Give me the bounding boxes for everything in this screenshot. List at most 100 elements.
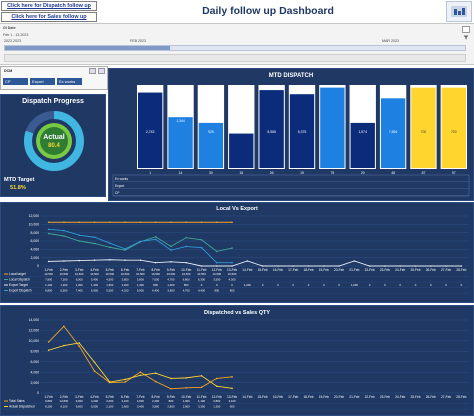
- series-point: [353, 260, 356, 262]
- x-tick-label: 21-Feb: [349, 395, 359, 399]
- timeline-label: Gl Date: [3, 26, 16, 30]
- series-point: [460, 265, 463, 267]
- series-point: [231, 376, 233, 378]
- series-point: [47, 228, 50, 231]
- series-point: [185, 377, 188, 379]
- x-tick-label: 16-Feb: [273, 268, 283, 272]
- page-title: Daily follow up Dashboard: [202, 5, 334, 17]
- filter-clear-icon[interactable]: [462, 26, 470, 40]
- timeline-filter[interactable]: Gl Date Feb 1 - 13 2023 2023 2023 FEB 20…: [0, 23, 474, 65]
- series-point: [200, 386, 203, 389]
- series-point: [124, 248, 126, 250]
- table-value: 0: [216, 283, 218, 287]
- x-tick-label: 22-Feb: [365, 268, 375, 272]
- slicer-clear-icon[interactable]: [98, 68, 105, 74]
- table-value: 0: [399, 283, 401, 287]
- x-tick-label: 2-Feb: [60, 395, 69, 399]
- x-tick-label: 21-Feb: [349, 268, 359, 272]
- table-value: 8,800: [45, 289, 52, 293]
- table-value: 800: [153, 283, 158, 287]
- series-point: [200, 246, 203, 249]
- x-tick-label: 5-Feb: [106, 268, 115, 272]
- mtd-bar: [289, 94, 315, 168]
- series-point: [246, 260, 249, 262]
- slicer-option-cp[interactable]: CP: [3, 78, 28, 85]
- x-tick-label: 10-Feb: [181, 395, 191, 399]
- series-point: [63, 221, 65, 224]
- mtd-title: MTD DISPATCH: [268, 73, 314, 79]
- series-point: [93, 361, 96, 364]
- series-point: [108, 258, 111, 261]
- series-point: [185, 386, 188, 389]
- table-value: 3,100: [229, 399, 236, 403]
- table-value: 4,700: [183, 289, 190, 293]
- table-value: 0: [201, 283, 203, 287]
- table-value: 0: [292, 283, 294, 287]
- timeline-scroll[interactable]: [4, 45, 466, 51]
- dispatch-follow-up-link[interactable]: Click here for Dispatch follow up: [1, 1, 97, 11]
- x-tick-label: 14-Feb: [242, 268, 252, 272]
- timeline-year-right: MAR 2023: [382, 39, 399, 43]
- table-value: 4,700: [167, 278, 174, 282]
- mtd-table-frame: [112, 174, 470, 197]
- y-tick-label: 12,000: [29, 214, 39, 218]
- table-value: 6,800: [183, 278, 190, 282]
- mtd-category-label: 97: [452, 171, 456, 175]
- mtd-bar: [259, 90, 284, 168]
- series-line: [48, 325, 233, 390]
- slicer-option-export[interactable]: Export: [30, 78, 55, 85]
- series-point: [139, 371, 142, 373]
- x-tick-label: 14-Feb: [242, 395, 252, 399]
- y-tick-label: 14,000: [29, 318, 39, 322]
- series-line: [48, 342, 233, 389]
- mtd-bar-value-label: 7,694: [389, 130, 398, 134]
- x-tick-label: 3-Feb: [75, 395, 84, 399]
- mtd-table-row-label: Export: [115, 184, 124, 188]
- table-value: 8,200: [45, 405, 52, 409]
- x-tick-label: 15-Feb: [258, 268, 268, 272]
- x-tick-label: 22-Feb: [365, 395, 375, 399]
- x-tick-label: 7-Feb: [136, 268, 145, 272]
- x-tick-label: 9-Feb: [167, 395, 176, 399]
- table-value: 3,400: [137, 405, 144, 409]
- series-point: [124, 259, 126, 261]
- series-point: [231, 221, 233, 224]
- sales-follow-up-link[interactable]: Click here for Sales follow up: [1, 12, 97, 22]
- multi-select-icon[interactable]: [89, 68, 96, 74]
- table-value: 1,000: [167, 283, 174, 287]
- table-value: 0: [445, 283, 447, 287]
- x-tick-label: 26-Feb: [426, 268, 436, 272]
- legend-label: Local Dispatch: [9, 278, 30, 282]
- y-tick-label: 6,000: [31, 239, 40, 243]
- dcm-slicer: DCM CP Export Ex works: [0, 66, 108, 90]
- timeline-scrollbar[interactable]: [4, 54, 466, 62]
- x-tick-label: 19-Feb: [319, 395, 329, 399]
- x-tick-label: 2-Feb: [60, 268, 69, 272]
- logo-icon: [446, 1, 472, 22]
- table-value: 3,800: [167, 289, 174, 293]
- series-point: [108, 221, 111, 224]
- series-point: [170, 377, 172, 380]
- series-point: [215, 261, 218, 264]
- slicer-option-ex-works[interactable]: Ex works: [57, 78, 82, 85]
- x-tick-label: 19-Feb: [319, 268, 329, 272]
- x-tick-label: 11-Feb: [197, 395, 207, 399]
- table-value: 1,100: [198, 399, 205, 403]
- table-value: 1,400: [91, 283, 98, 287]
- table-value: 4,300: [229, 278, 236, 282]
- y-tick-label: 8,000: [31, 349, 40, 353]
- series-point: [154, 261, 157, 264]
- series-point: [185, 236, 188, 239]
- table-value: 0: [323, 283, 325, 287]
- series-point: [154, 372, 157, 374]
- legend-label: Local target: [9, 272, 26, 276]
- series-point: [139, 259, 142, 261]
- table-value: 1,400: [137, 283, 144, 287]
- table-value: 1,100: [45, 283, 52, 287]
- mtd-category-label: 48: [391, 171, 395, 175]
- table-value: 5,800: [137, 278, 144, 282]
- timeline-selection[interactable]: [5, 46, 170, 50]
- table-value: 1,200: [351, 283, 358, 287]
- series-point: [231, 387, 233, 390]
- series-point: [170, 261, 172, 263]
